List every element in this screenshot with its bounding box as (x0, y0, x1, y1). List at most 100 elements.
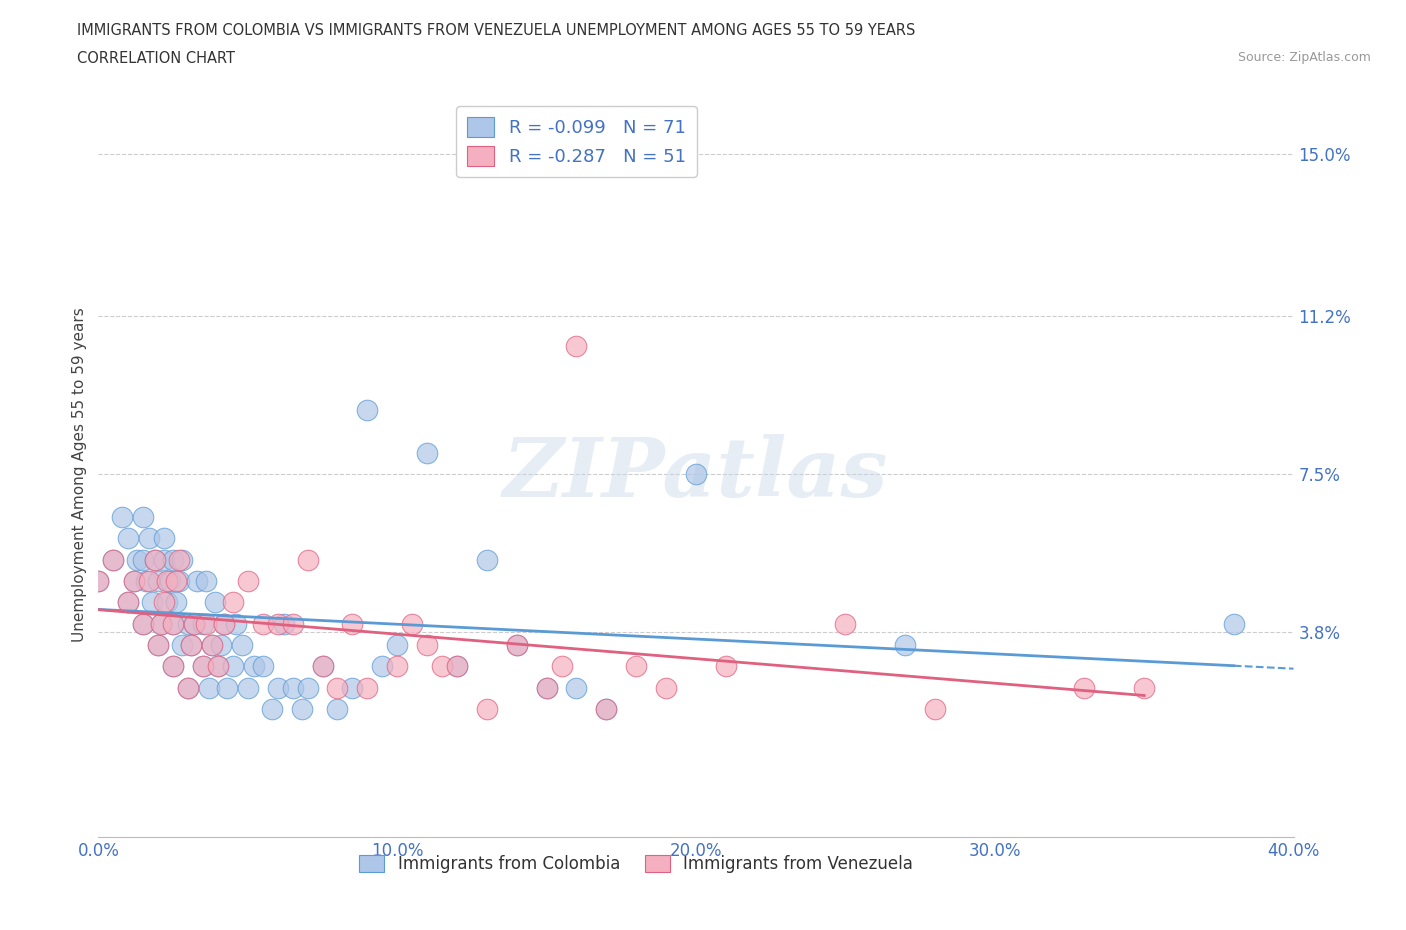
Point (195, 574, 218, 589)
Point (124, 574, 146, 589)
Point (446, 658, 468, 673)
Point (177, 617, 200, 631)
Point (153, 595, 176, 610)
Point (201, 638, 224, 653)
Point (1223, 617, 1246, 631)
Point (215, 680, 238, 695)
Point (506, 638, 529, 653)
Point (87, 574, 110, 589)
Point (273, 617, 295, 631)
Point (655, 680, 678, 695)
Point (165, 574, 187, 589)
Point (231, 638, 253, 653)
Point (117, 595, 139, 610)
Point (212, 617, 235, 631)
Point (222, 595, 245, 610)
Point (260, 701, 283, 716)
Point (565, 339, 588, 353)
Point (236, 574, 259, 589)
Point (195, 617, 218, 631)
Point (162, 552, 184, 567)
Point (924, 701, 946, 716)
Point (180, 638, 202, 653)
Point (132, 510, 155, 525)
Point (191, 617, 214, 631)
Point (124, 574, 146, 589)
Point (111, 510, 134, 525)
Point (550, 658, 572, 673)
Point (156, 574, 179, 589)
Point (446, 658, 468, 673)
Point (162, 658, 184, 673)
Point (191, 658, 214, 673)
Point (297, 680, 319, 695)
Point (117, 531, 139, 546)
Point (148, 574, 170, 589)
Point (117, 595, 139, 610)
Point (167, 574, 190, 589)
Point (356, 403, 378, 418)
Text: Source: ZipAtlas.com: Source: ZipAtlas.com (1237, 51, 1371, 64)
Point (177, 680, 200, 695)
Point (225, 617, 247, 631)
Point (243, 658, 266, 673)
Point (207, 658, 229, 673)
Point (565, 680, 588, 695)
Point (291, 701, 314, 716)
Point (143, 552, 166, 567)
Y-axis label: Unemployment Among Ages 55 to 59 years: Unemployment Among Ages 55 to 59 years (72, 307, 87, 642)
Point (180, 638, 202, 653)
Point (714, 658, 737, 673)
Point (209, 638, 232, 653)
Point (385, 638, 409, 653)
Point (153, 531, 176, 546)
Point (156, 595, 179, 610)
Point (894, 638, 917, 653)
Point (167, 552, 190, 567)
Text: CORRELATION CHART: CORRELATION CHART (77, 51, 235, 66)
Point (267, 617, 290, 631)
Point (207, 658, 229, 673)
Point (416, 638, 439, 653)
Point (201, 638, 224, 653)
Point (342, 617, 364, 631)
Point (626, 658, 648, 673)
Point (311, 658, 333, 673)
Point (172, 552, 194, 567)
Point (311, 658, 333, 673)
Point (165, 595, 187, 610)
Point (183, 617, 205, 631)
Point (475, 701, 498, 716)
Point (1133, 680, 1156, 695)
Point (138, 574, 160, 589)
Point (595, 701, 617, 716)
Point (401, 617, 423, 631)
Point (281, 617, 304, 631)
Point (183, 617, 205, 631)
Point (326, 680, 349, 695)
Point (135, 574, 157, 589)
Point (326, 701, 349, 716)
Point (132, 617, 155, 631)
Point (162, 617, 184, 631)
Point (595, 701, 617, 716)
Point (204, 595, 226, 610)
Legend: Immigrants from Colombia, Immigrants from Venezuela: Immigrants from Colombia, Immigrants fro… (353, 848, 920, 880)
Point (172, 638, 194, 653)
Point (1073, 680, 1095, 695)
Point (236, 680, 259, 695)
Point (162, 617, 184, 631)
Point (252, 658, 274, 673)
Point (186, 574, 208, 589)
Point (150, 617, 173, 631)
Point (103, 552, 125, 567)
Point (475, 552, 498, 567)
Text: ZIPatlas: ZIPatlas (503, 434, 889, 514)
Point (159, 574, 181, 589)
Point (222, 658, 245, 673)
Point (132, 617, 155, 631)
Point (212, 617, 235, 631)
Point (416, 445, 439, 460)
Point (150, 617, 173, 631)
Point (87, 574, 110, 589)
